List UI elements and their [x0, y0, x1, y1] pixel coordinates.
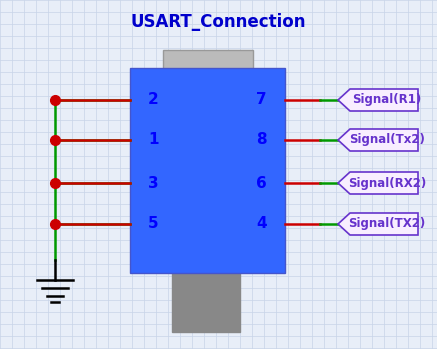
Text: 6: 6: [256, 176, 267, 191]
Bar: [130, 68, 285, 273]
Text: Signal(RX2): Signal(RX2): [348, 177, 426, 190]
Bar: [163, 50, 253, 70]
Bar: [172, 270, 240, 332]
Text: 2: 2: [148, 92, 159, 107]
Text: USART_Connection: USART_Connection: [131, 13, 306, 31]
Text: Signal(TX2): Signal(TX2): [348, 217, 426, 230]
Polygon shape: [338, 89, 418, 111]
Text: 7: 7: [257, 92, 267, 107]
Text: 5: 5: [148, 216, 159, 231]
Text: Signal(R1): Signal(R1): [352, 94, 422, 106]
Text: 4: 4: [257, 216, 267, 231]
Text: 3: 3: [148, 176, 159, 191]
Text: 8: 8: [257, 133, 267, 148]
Text: 1: 1: [148, 133, 159, 148]
Polygon shape: [338, 129, 418, 151]
Polygon shape: [338, 213, 418, 235]
Text: Signal(Tx2): Signal(Tx2): [349, 134, 425, 147]
Polygon shape: [338, 172, 418, 194]
